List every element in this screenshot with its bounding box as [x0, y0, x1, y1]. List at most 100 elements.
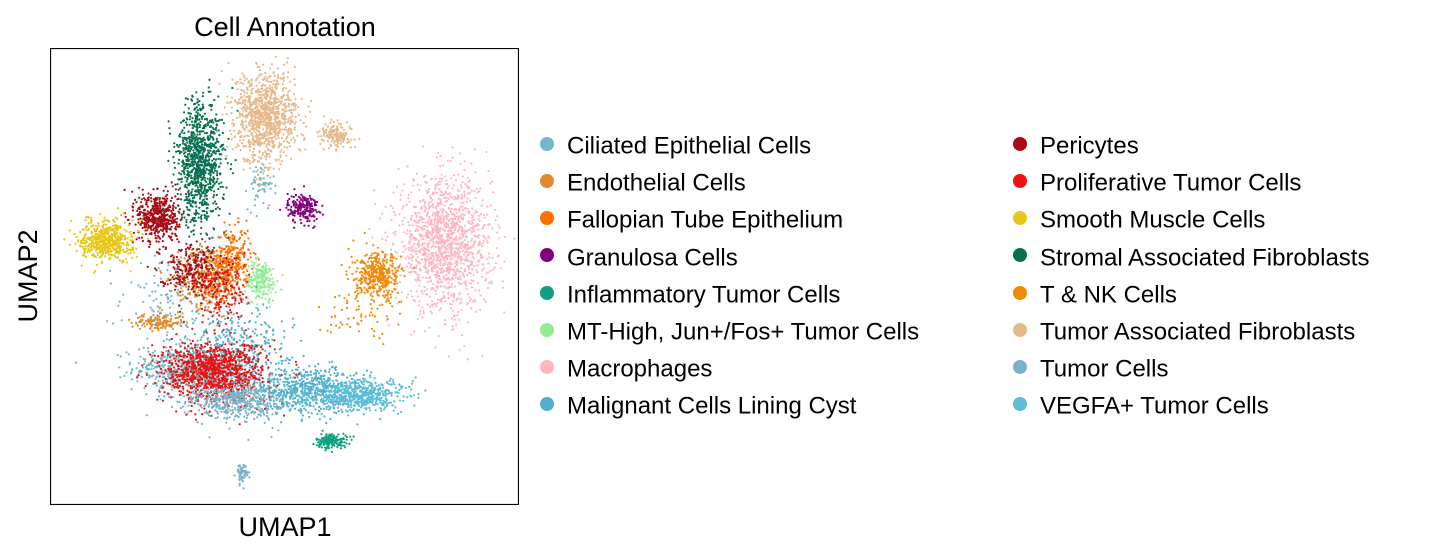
data-point	[463, 160, 466, 163]
data-point	[196, 346, 199, 349]
data-point	[251, 271, 254, 274]
data-point	[466, 358, 469, 361]
data-point	[255, 288, 258, 291]
data-point	[451, 156, 454, 159]
data-point	[427, 272, 430, 275]
data-point	[463, 253, 466, 256]
data-point	[326, 440, 329, 443]
data-point	[301, 388, 304, 391]
data-point	[424, 221, 427, 224]
data-point	[453, 174, 456, 177]
data-point	[453, 197, 456, 201]
data-point	[140, 376, 143, 379]
data-point	[311, 377, 314, 380]
data-point	[303, 224, 306, 227]
data-point	[162, 339, 165, 343]
data-point	[224, 275, 227, 279]
data-point	[201, 302, 204, 305]
data-point	[476, 281, 480, 284]
data-point	[327, 447, 330, 450]
data-point	[266, 378, 270, 381]
data-point	[177, 188, 180, 191]
data-point	[190, 252, 193, 255]
data-point	[274, 192, 277, 195]
data-point	[179, 294, 182, 297]
data-point	[436, 217, 439, 220]
data-point	[445, 226, 448, 229]
data-point	[481, 355, 484, 358]
data-point	[231, 275, 234, 279]
data-point	[434, 217, 437, 220]
data-point	[237, 254, 240, 257]
data-point	[217, 334, 220, 337]
data-point	[349, 374, 352, 377]
data-point	[267, 338, 270, 342]
data-point	[255, 215, 258, 218]
data-point	[172, 202, 175, 205]
data-point	[462, 262, 465, 265]
data-point	[413, 243, 416, 246]
data-point	[166, 293, 169, 296]
data-point	[280, 288, 283, 291]
data-point	[256, 315, 259, 318]
data-point	[415, 252, 418, 256]
data-point	[368, 228, 371, 231]
data-point	[253, 198, 257, 201]
data-point	[168, 306, 172, 309]
data-point	[458, 237, 461, 240]
data-point	[422, 228, 425, 231]
data-point	[276, 377, 279, 380]
data-point	[207, 388, 210, 391]
data-point	[427, 242, 430, 245]
data-point	[445, 277, 448, 280]
data-point	[149, 319, 153, 322]
data-point	[441, 238, 444, 241]
data-point	[431, 303, 434, 306]
data-point	[206, 308, 209, 311]
data-point	[452, 328, 455, 331]
data-point	[461, 181, 464, 184]
data-point	[432, 228, 435, 231]
data-point	[457, 173, 460, 176]
data-point	[479, 253, 482, 256]
data-point	[314, 208, 317, 212]
data-point	[408, 242, 411, 245]
data-point	[293, 386, 296, 389]
data-point	[264, 349, 267, 352]
data-point	[417, 239, 420, 242]
data-point	[207, 306, 210, 309]
data-point	[310, 198, 313, 201]
data-point	[429, 262, 433, 265]
data-point	[208, 259, 211, 262]
data-point	[411, 214, 414, 217]
data-point	[308, 381, 311, 384]
data-point	[400, 291, 403, 294]
data-point	[296, 376, 299, 379]
data-point	[492, 268, 495, 271]
data-point	[131, 378, 134, 381]
data-point	[259, 171, 262, 174]
data-point	[255, 276, 258, 279]
data-point	[265, 277, 268, 280]
data-point	[471, 216, 474, 220]
data-point	[271, 277, 274, 280]
data-point	[436, 223, 440, 226]
data-point	[169, 320, 172, 323]
series-5	[239, 256, 284, 309]
data-point	[284, 359, 287, 362]
data-point	[288, 197, 291, 201]
data-point	[229, 287, 233, 290]
data-point	[447, 254, 450, 257]
data-point	[453, 213, 456, 216]
data-point	[268, 353, 271, 356]
data-point	[442, 291, 445, 294]
data-point	[404, 248, 407, 251]
data-point	[426, 225, 429, 228]
data-point	[331, 386, 334, 389]
data-point	[323, 415, 326, 418]
data-point	[433, 273, 436, 276]
data-point	[440, 280, 443, 283]
data-point	[337, 433, 340, 436]
data-point	[465, 287, 468, 290]
data-point	[250, 286, 253, 289]
